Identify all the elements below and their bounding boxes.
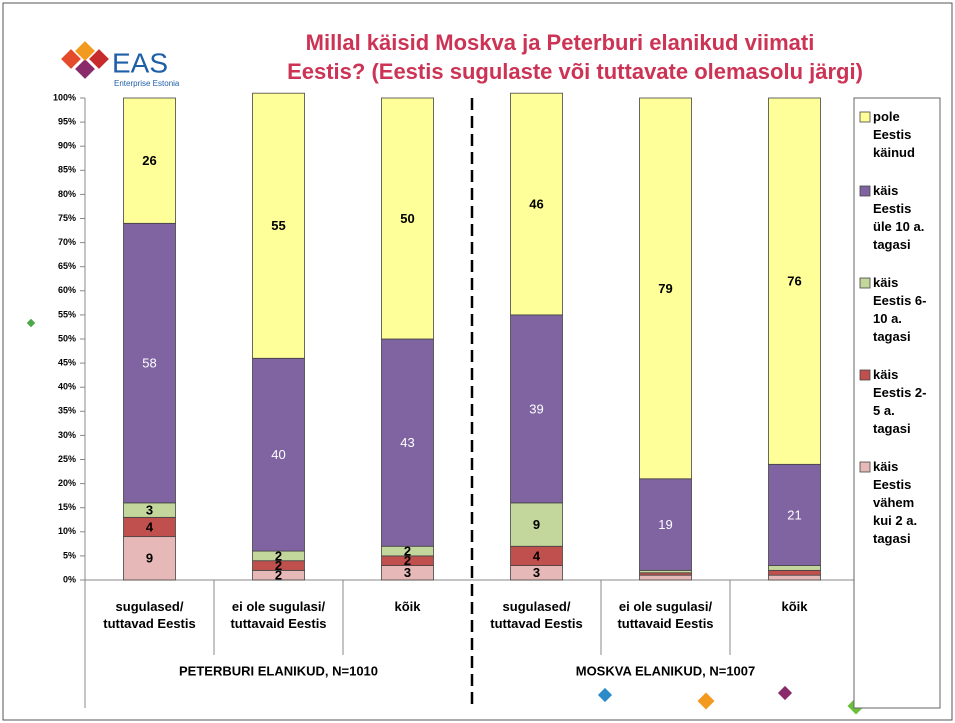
bar-segment [381, 97, 434, 340]
y-tick-label: 60% [58, 285, 76, 295]
data-label: 39 [529, 401, 543, 416]
bar-segment [252, 357, 305, 552]
y-tick-label: 100% [53, 92, 76, 102]
data-label: 4 [533, 548, 541, 563]
data-label: 76 [787, 274, 801, 289]
y-tick-label: 15% [58, 502, 76, 512]
y-tick-label: 65% [58, 261, 76, 271]
data-label: 2 [404, 553, 411, 568]
legend-swatch [859, 185, 871, 197]
x-tick-label: ei ole sugulasi/ tuttavaid Eestis [617, 599, 714, 631]
data-label: 4 [146, 519, 154, 534]
legend-swatch [859, 111, 871, 123]
y-tick-label: 90% [58, 141, 76, 151]
bar-segment [639, 97, 692, 480]
data-label: 2 [275, 558, 282, 573]
x-tick-label: sugulased/ tuttavad Eestis [103, 599, 196, 631]
logo-subtitle: Enterprise Estonia [114, 79, 180, 88]
y-tick-label: 70% [58, 237, 76, 247]
data-label: 9 [533, 517, 540, 532]
y-tick-label: 30% [58, 430, 76, 440]
data-label: 26 [142, 153, 156, 168]
y-tick-label: 25% [58, 454, 76, 464]
y-tick-label: 45% [58, 357, 76, 367]
x-tick-label: kõik [394, 599, 421, 614]
legend-label: käis Eestis 6-10 a. tagasi [873, 275, 927, 344]
y-tick-label: 75% [58, 213, 76, 223]
logo-icon [61, 41, 109, 79]
data-label: 9 [146, 551, 153, 566]
y-tick-label: 50% [58, 333, 76, 343]
bar-segment [768, 97, 821, 465]
bar-segment [123, 222, 176, 504]
bar-segment [768, 574, 821, 581]
data-label: 19 [658, 517, 672, 532]
data-label: 3 [404, 565, 411, 580]
chart-title: Eestis? (Eestis sugulaste või tuttavate … [287, 59, 863, 84]
x-tick-label: kõik [781, 599, 808, 614]
data-label: 2 [275, 548, 282, 563]
y-tick-label: 10% [58, 526, 76, 536]
data-label: 3 [533, 565, 540, 580]
data-label: 2 [275, 568, 282, 583]
data-label: 50 [400, 211, 414, 226]
bar-segment [768, 463, 821, 566]
bar-segment [639, 478, 692, 571]
legend-label: pole Eestis käinud [873, 109, 915, 160]
data-label: 21 [787, 507, 801, 522]
y-tick-label: 0% [63, 574, 76, 584]
bar-segment [510, 314, 563, 504]
data-label: 43 [400, 435, 414, 450]
legend-label: käis Eestis üle 10 a. tagasi [873, 183, 925, 252]
bar-segment [510, 92, 563, 316]
bar-segment [768, 565, 821, 571]
y-tick-label: 40% [58, 382, 76, 392]
data-label: 79 [658, 281, 672, 296]
data-label: 40 [271, 447, 285, 462]
bar-segment [123, 536, 176, 581]
bar-segment [768, 569, 821, 576]
legend-label: käis Eestis 2-5 a. tagasi [873, 367, 927, 436]
group-label: MOSKVA ELANIKUD, N=1007 [576, 663, 756, 678]
legend-swatch [859, 461, 871, 473]
data-label: 58 [142, 356, 156, 371]
legend-swatch [859, 277, 871, 289]
x-tick-label: ei ole sugulasi/ tuttavaid Eestis [230, 599, 327, 631]
legend-label: käis Eestis vähem kui 2 a. tagasi [873, 459, 918, 546]
y-tick-label: 5% [63, 550, 76, 560]
y-tick-label: 35% [58, 406, 76, 416]
bar-segment [510, 502, 563, 547]
group-label: PETERBURI ELANIKUD, N=1010 [179, 663, 378, 678]
y-tick-label: 20% [58, 478, 76, 488]
data-label: 2 [404, 544, 411, 559]
logo-name: EAS [112, 47, 168, 78]
legend-box [853, 97, 941, 709]
bar-segment [123, 97, 176, 224]
legend-swatch [859, 369, 871, 381]
bar-segment [639, 574, 692, 581]
data-label: 55 [271, 218, 285, 233]
chart-title: Millal käisid Moskva ja Peterburi elanik… [306, 30, 815, 55]
y-tick-label: 85% [58, 165, 76, 175]
y-tick-label: 55% [58, 309, 76, 319]
y-tick-label: 80% [58, 189, 76, 199]
x-tick-label: sugulased/ tuttavad Eestis [490, 599, 583, 631]
bar-segment [381, 338, 434, 547]
bar-segment [252, 92, 305, 359]
y-tick-label: 95% [58, 116, 76, 126]
data-label: 3 [146, 503, 153, 518]
data-label: 46 [529, 196, 543, 211]
